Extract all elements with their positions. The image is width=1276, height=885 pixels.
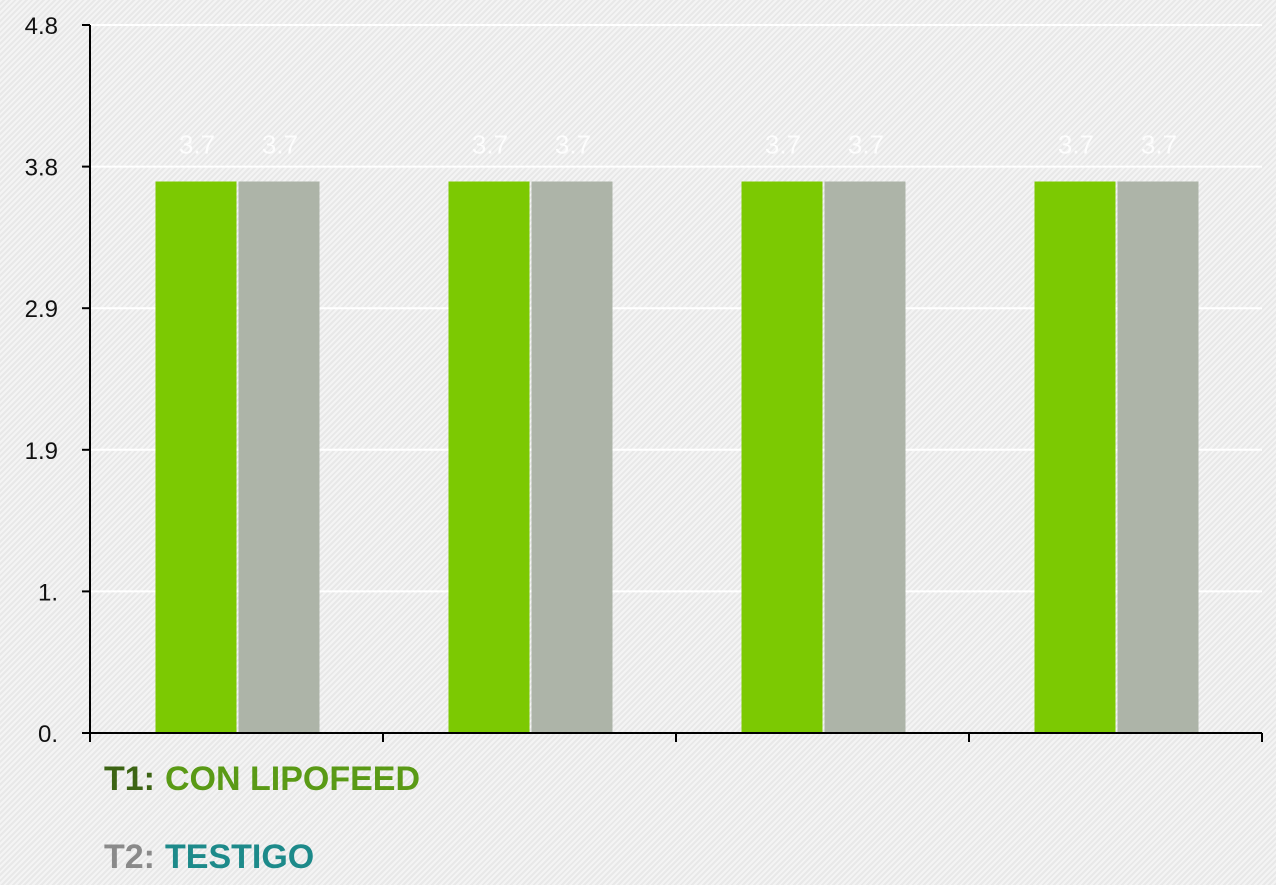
y-tick-label: 1.9 <box>25 438 58 465</box>
data-label: 3.7 <box>1141 130 1177 160</box>
y-tick-label: 4.8 <box>25 13 58 40</box>
legend-t1-text: CON LIPOFEED <box>165 760 421 798</box>
bar <box>741 181 823 734</box>
y-tick-label: 1. <box>38 579 58 606</box>
bar <box>238 181 320 734</box>
legend-t2-text: TESTIGO <box>165 838 315 876</box>
data-label: 3.7 <box>765 130 801 160</box>
value-labels: 3.7 3.7 3.7 3.7 3.7 3.7 3.7 3.7 <box>179 130 1177 160</box>
data-label: 3.7 <box>179 130 215 160</box>
bar <box>1034 181 1116 734</box>
y-tick-label: 2.9 <box>25 296 58 323</box>
legend-t2-code: T2: <box>104 838 155 876</box>
bar-chart: 3.7 3.7 3.7 3.7 3.7 3.7 3.7 3.7 0. 1. 1.9 2.9 3.8 4.… <box>25 13 1263 748</box>
data-label: 3.7 <box>472 130 508 160</box>
data-label: 3.7 <box>848 130 884 160</box>
bar <box>448 181 530 734</box>
bar <box>155 181 237 734</box>
bar <box>1117 181 1199 734</box>
data-label: 3.7 <box>555 130 591 160</box>
y-tick-label: 3.8 <box>25 155 58 182</box>
bar <box>531 181 613 734</box>
bar <box>824 181 906 734</box>
legend-entry-t2: T2: TESTIGO <box>104 838 314 877</box>
data-label: 3.7 <box>1058 130 1094 160</box>
axes <box>82 24 1263 742</box>
legend-t1-code: T1: <box>104 760 155 798</box>
y-tick-labels: 0. 1. 1.9 2.9 3.8 4.8 <box>25 13 58 748</box>
y-tick-label: 0. <box>38 721 58 748</box>
legend-entry-t1: T1: CON LIPOFEED <box>104 760 420 799</box>
bars <box>155 181 1199 734</box>
data-label: 3.7 <box>262 130 298 160</box>
